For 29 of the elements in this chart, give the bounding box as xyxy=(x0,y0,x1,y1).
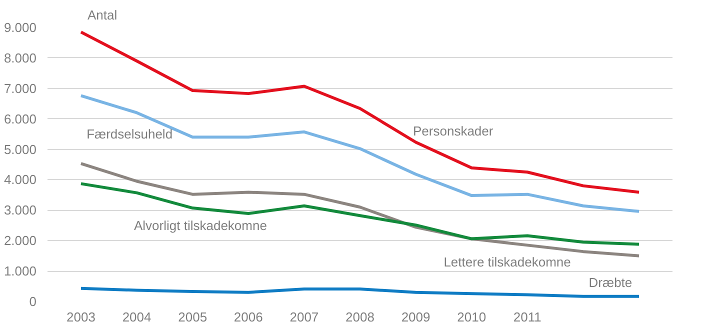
y-tick-label: 9.000 xyxy=(4,20,37,35)
x-tick-label: 2008 xyxy=(346,310,374,324)
y-tick-label: 8.000 xyxy=(4,50,37,66)
series-label: Færdselsuheld xyxy=(86,126,173,142)
y-tick-label: 2.000 xyxy=(4,233,37,248)
y-tick-label: 0 xyxy=(29,294,37,309)
series-label: Personskader xyxy=(413,124,494,139)
x-tick-label: 2005 xyxy=(178,310,208,324)
x-tick-label: 2007 xyxy=(290,310,319,324)
line-series xyxy=(79,94,641,213)
x-tick-label: 2004 xyxy=(122,310,152,324)
series-label: Alvorligt tilskadekomne xyxy=(134,218,267,233)
series-label: Lettere tilskadekomne xyxy=(444,254,571,270)
line-series xyxy=(79,30,641,194)
y-tick-label: 4.000 xyxy=(4,172,37,188)
y-tick-label: 1.000 xyxy=(4,264,37,279)
x-tick-label: 2003 xyxy=(66,310,96,324)
line-series xyxy=(79,286,641,298)
y-tick-label: 3.000 xyxy=(4,202,37,218)
x-tick-label: 2011 xyxy=(513,310,542,324)
y-tick-label: 6.000 xyxy=(4,111,37,126)
y-axis-title: Antal xyxy=(88,8,118,22)
x-tick-label: 2006 xyxy=(234,310,263,324)
x-tick-label: 2010 xyxy=(457,310,486,324)
y-tick-label: 5.000 xyxy=(4,142,37,157)
y-tick-label: 7.000 xyxy=(4,80,37,96)
line-series xyxy=(79,182,641,246)
series-label: Dræbte xyxy=(588,274,632,290)
x-tick-label: 2009 xyxy=(401,310,430,324)
